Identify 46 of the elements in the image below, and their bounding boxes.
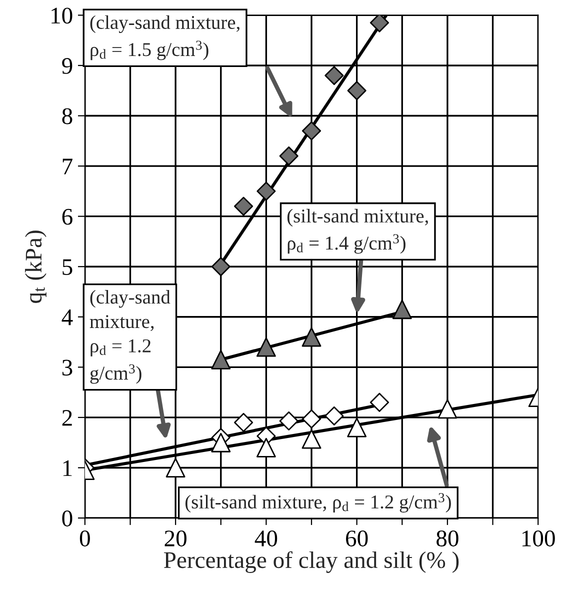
point xyxy=(234,196,254,216)
y-tick-label: 9 xyxy=(62,58,72,74)
point xyxy=(166,458,186,478)
x-tick-label: 20 xyxy=(164,530,186,546)
y-axis-title: q$_{t}$ (kPa) xyxy=(25,230,46,303)
annotation: (clay-sand mixture, ρ$_{d}$ = 1.2 g/cm$^{3}$) xyxy=(90,290,170,384)
point xyxy=(256,337,276,357)
point xyxy=(392,300,412,320)
point xyxy=(302,121,322,140)
point xyxy=(302,429,322,449)
x-tick-label: 0 xyxy=(80,530,90,546)
point xyxy=(279,146,298,166)
point xyxy=(211,350,231,370)
annotation: (clay-sand mixture, ρ$_{d}$ = 1.5 g/cm$^{3}$) xyxy=(90,15,240,60)
y-tick-label: 3 xyxy=(62,360,72,376)
x-tick-label: 100 xyxy=(522,530,555,546)
point xyxy=(279,411,298,431)
x-tick-label: 80 xyxy=(436,530,458,546)
annotation: (silt-sand mixture, ρ$_{d}$ = 1.4 g/cm$^{3}$) xyxy=(287,208,428,254)
point xyxy=(211,257,230,276)
annotation: (silt-sand mixture, ρ$_{d}$ = 1.2 g/cm$^{3}$) xyxy=(185,493,451,513)
y-tick-label: 8 xyxy=(62,108,72,124)
y-tick-label: 2 xyxy=(62,410,72,426)
point xyxy=(234,412,254,432)
point xyxy=(211,432,231,452)
y-tick-label: 7 xyxy=(62,158,72,174)
point xyxy=(302,409,322,428)
x-tick-label: 40 xyxy=(254,530,278,546)
y-tick-label: 0 xyxy=(62,510,72,526)
point xyxy=(370,15,390,32)
point xyxy=(370,392,390,412)
x-axis-title: Percentage of clay and silt (% ) xyxy=(164,551,459,573)
point xyxy=(347,418,367,438)
point xyxy=(256,438,276,458)
y-tick-label: 10 xyxy=(52,8,72,24)
point xyxy=(324,406,344,426)
point xyxy=(438,399,458,419)
point xyxy=(324,66,344,86)
y-tick-label: 5 xyxy=(62,259,72,276)
x-tick-label: 60 xyxy=(346,530,368,546)
point xyxy=(302,327,322,347)
y-tick-label: 6 xyxy=(62,208,72,225)
point xyxy=(347,81,366,100)
y-tick-label: 4 xyxy=(62,310,73,326)
y-tick-label: 1 xyxy=(63,460,72,476)
point xyxy=(256,182,276,201)
